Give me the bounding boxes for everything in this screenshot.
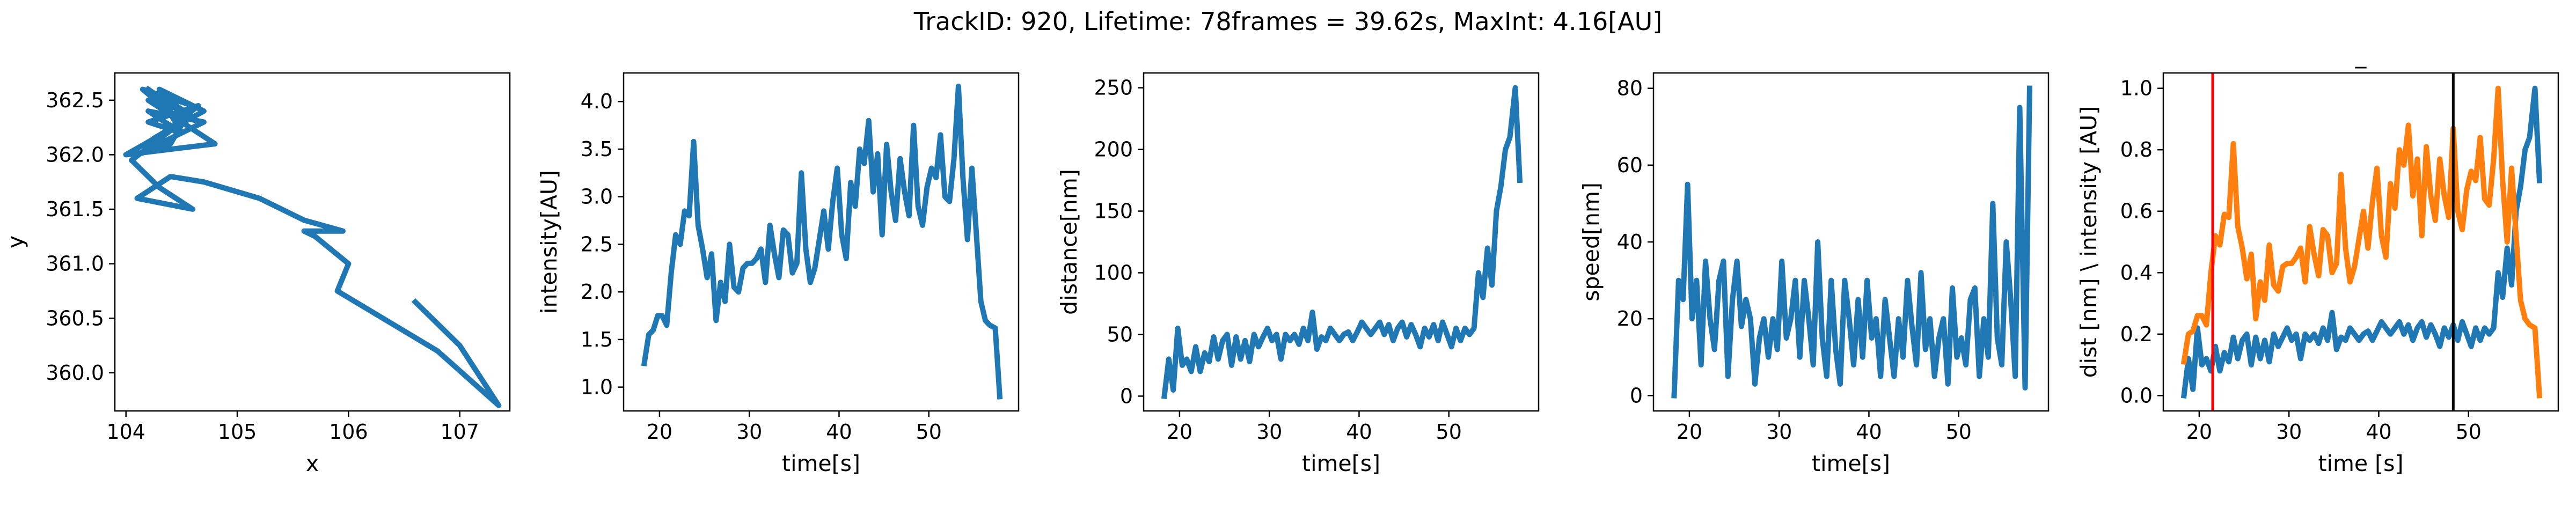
- subplot-4: 20 30 40 50 0 20 40 60 80 time[s] speed[nm]: [1578, 72, 2050, 476]
- y-tick-label: 0.4: [2120, 261, 2153, 284]
- subplot-2: 20 30 40 50 1.0 1.5 2.0 2.5 3.0 3.5 4.0 time[s] inte…: [536, 72, 1020, 476]
- x-tick-label: 40: [1346, 420, 1372, 444]
- x-tick-label: 20: [1167, 420, 1192, 444]
- y-tick-label: 361.5: [46, 197, 104, 221]
- x-tick-label: 50: [2456, 420, 2482, 444]
- y-tick-label: 360.0: [46, 361, 104, 385]
- x-tick-label: 105: [218, 420, 257, 444]
- plot-area: [1161, 85, 1523, 399]
- y-axis-label: intensity[AU]: [536, 170, 562, 314]
- x-tick-label: 40: [826, 420, 852, 444]
- series-line-2: [2180, 85, 2543, 399]
- x-tick-label: 30: [2276, 420, 2302, 444]
- subplot-3: 20 30 40 50 0 50 100 150 200 250 time[s] distance[n…: [1056, 72, 1540, 476]
- y-tick-label: 0: [1630, 384, 1643, 407]
- x-tick-label: 50: [1946, 420, 1972, 444]
- y-tick-label: 1.0: [581, 376, 613, 399]
- y-tick-label: 100: [1094, 261, 1133, 284]
- plot-area: [2180, 85, 2543, 399]
- x-tick-label: 30: [1256, 420, 1282, 444]
- x-tick-label: 20: [1677, 420, 1702, 444]
- x-tick-label: 20: [2186, 420, 2212, 444]
- y-tick-label: 0.8: [2120, 138, 2153, 161]
- x-tick-label: 40: [1856, 420, 1882, 444]
- subplot-1: 104 105 106 107 360.0 360.5 361.0 361.5 362.0 362…: [3, 72, 511, 476]
- x-tick-label: 50: [916, 420, 942, 444]
- y-tick-label: 361.0: [46, 252, 104, 276]
- y-tick-label: 1.5: [581, 328, 613, 351]
- y-tick-label: 40: [1617, 230, 1643, 254]
- plot-area: [641, 83, 1003, 400]
- y-tick-label: 2.0: [581, 280, 613, 304]
- x-axis-label: time[s]: [1812, 451, 1890, 476]
- y-tick-label: 360.5: [46, 306, 104, 330]
- plot-area: [1671, 85, 2032, 399]
- figure-suptitle: TrackID: 920, Lifetime: 78frames = 39.62…: [913, 7, 1663, 36]
- subplots: 104 105 106 107 360.0 360.5 361.0 361.5 362.0 362…: [3, 43, 2559, 476]
- series-line-1: [641, 83, 1003, 400]
- x-tick-label: 30: [1766, 420, 1792, 444]
- x-tick-label: 40: [2366, 420, 2391, 444]
- y-tick-label: 0: [1120, 384, 1133, 408]
- subplot-5: 20 30 40 50 0.0 0.2 0.4 0.6 0.8 1.0 time [s] dist […: [2076, 43, 2559, 476]
- x-tick-label: 104: [106, 420, 145, 444]
- x-axis-label: x: [306, 451, 319, 476]
- y-tick-label: 80: [1617, 77, 1643, 100]
- x-axis-label: time[s]: [1302, 451, 1380, 476]
- y-axis-label: y: [3, 236, 28, 248]
- axes-frame: [114, 72, 511, 412]
- series-line-1: [123, 85, 502, 408]
- y-tick-label: 362.5: [46, 89, 104, 112]
- x-tick-label: 107: [440, 420, 479, 444]
- plot-area: [123, 85, 502, 408]
- axes-frame: [1143, 72, 1540, 412]
- x-tick-label: 30: [736, 420, 762, 444]
- x-tick-label: 20: [647, 420, 672, 444]
- y-axis-label: speed[nm]: [1578, 182, 1604, 301]
- y-tick-label: 3.0: [581, 185, 613, 209]
- x-axis-label: time[s]: [782, 451, 860, 476]
- x-tick-label: 50: [1436, 420, 1462, 444]
- x-axis-label: time [s]: [2318, 451, 2403, 476]
- y-tick-label: 250: [1094, 76, 1133, 100]
- x-tick-label: 106: [329, 420, 368, 444]
- y-tick-label: 20: [1617, 307, 1643, 330]
- y-axis-label: dist [nm] \ intensity [AU]: [2076, 106, 2102, 378]
- y-tick-label: 3.5: [581, 137, 613, 161]
- y-tick-label: 1.0: [2120, 77, 2153, 100]
- series-line-1: [1671, 85, 2032, 399]
- series-line-1: [2180, 85, 2543, 399]
- y-tick-label: 4.0: [581, 90, 613, 113]
- y-tick-label: 60: [1617, 153, 1643, 177]
- series-line-1: [1161, 85, 1523, 399]
- subplot-title: _: [2355, 43, 2367, 69]
- y-tick-label: 2.5: [581, 232, 613, 256]
- y-tick-label: 0.6: [2120, 200, 2153, 223]
- y-tick-label: 150: [1094, 200, 1133, 223]
- y-tick-label: 50: [1107, 322, 1133, 346]
- y-axis-label: distance[nm]: [1056, 169, 1082, 315]
- y-tick-label: 362.0: [46, 143, 104, 166]
- axes-frame: [2162, 72, 2559, 412]
- y-tick-label: 0.2: [2120, 322, 2153, 346]
- y-tick-label: 200: [1094, 138, 1133, 161]
- y-tick-label: 0.0: [2120, 384, 2153, 407]
- axes-frame: [623, 72, 1020, 412]
